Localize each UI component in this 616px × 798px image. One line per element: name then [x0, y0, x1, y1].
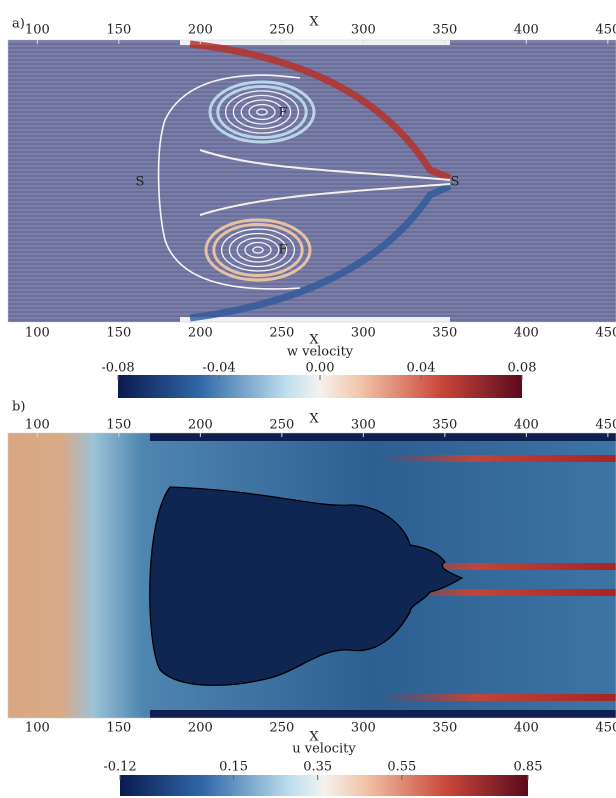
x-tick-label: 350 — [432, 326, 457, 341]
x-tick-label: 300 — [351, 418, 376, 433]
red-streak — [380, 694, 616, 701]
x-tick-label: 350 — [432, 721, 457, 736]
x-tick-label: 250 — [269, 721, 294, 736]
recirculation-zone — [149, 486, 464, 687]
x-tick-label: 100 — [25, 23, 50, 38]
x-axis-label: X — [309, 15, 319, 30]
x-tick-label: 200 — [188, 326, 213, 341]
annotation: F — [278, 106, 287, 121]
red-streak — [380, 563, 616, 570]
colorbar-tick-label: 0.08 — [508, 361, 537, 376]
x-tick-label: 150 — [106, 418, 131, 433]
x-tick-label: 400 — [514, 23, 539, 38]
field — [8, 433, 616, 718]
colorbar-tick-label: -0.04 — [202, 361, 235, 376]
edge-band — [180, 40, 450, 45]
shear-layer — [199, 149, 451, 216]
annotation: S — [136, 175, 145, 190]
vortex-ring — [240, 99, 284, 125]
blue-streak — [189, 182, 452, 322]
plot-frame — [7, 432, 616, 719]
colorbar-label: w velocity — [287, 345, 354, 360]
x-tick-label: 150 — [106, 23, 131, 38]
x-tick-label: 100 — [25, 418, 50, 433]
x-tick-label: 400 — [514, 326, 539, 341]
x-tick-label: 250 — [269, 418, 294, 433]
vortex-ring — [224, 90, 300, 134]
bubble — [157, 74, 301, 290]
x-tick-label: 200 — [188, 721, 213, 736]
x-tick-label: 350 — [432, 418, 457, 433]
x-tick-label: 450 — [595, 418, 616, 433]
colorbar-tick-label: 0.35 — [303, 760, 332, 775]
vortex-ring — [208, 80, 316, 144]
colorbar — [118, 375, 522, 398]
red-streak — [189, 40, 452, 182]
red-streak — [380, 455, 616, 462]
edge-band — [150, 433, 616, 441]
x-tick-label: 100 — [25, 326, 50, 341]
colorbar-tick-label: 0.85 — [514, 760, 543, 775]
vortex-ring — [256, 108, 268, 116]
x-axis-label: X — [309, 333, 319, 348]
colorbar-tick-label: 0.15 — [219, 760, 248, 775]
x-tick-label: 250 — [269, 326, 294, 341]
colorbar-tick-label: 0.55 — [387, 760, 416, 775]
x-axis-label: X — [309, 730, 319, 745]
x-tick-label: 300 — [351, 23, 376, 38]
x-tick-label: 200 — [188, 418, 213, 433]
x-tick-label: 250 — [269, 23, 294, 38]
x-tick-label: 400 — [514, 721, 539, 736]
vortex-ring — [252, 246, 264, 254]
panel-label: b) — [12, 400, 25, 415]
vortex-ring — [204, 218, 312, 282]
panel-label: a) — [12, 17, 25, 32]
edge-band — [150, 710, 616, 718]
vortex-ring — [248, 103, 276, 121]
x-tick-label: 150 — [106, 326, 131, 341]
vortex-ring — [220, 228, 296, 272]
vortex-ring — [244, 241, 272, 259]
edge-band — [180, 317, 450, 322]
vortex-ring — [216, 85, 308, 139]
colorbar — [120, 775, 528, 796]
vortex-ring — [212, 223, 304, 277]
vortex-ring — [232, 94, 292, 130]
colorbar-tick-label: -0.12 — [103, 760, 136, 775]
x-axis-label: X — [309, 412, 319, 427]
x-tick-label: 400 — [514, 418, 539, 433]
x-tick-label: 150 — [106, 721, 131, 736]
colorbar-label: u velocity — [292, 742, 356, 757]
x-tick-label: 350 — [432, 23, 457, 38]
x-tick-label: 300 — [351, 721, 376, 736]
x-tick-label: 100 — [25, 721, 50, 736]
x-tick-label: 300 — [351, 326, 376, 341]
red-streak — [380, 589, 616, 596]
annotation: S — [451, 175, 460, 190]
plot-frame — [7, 39, 616, 323]
x-tick-label: 450 — [595, 326, 616, 341]
x-tick-label: 200 — [188, 23, 213, 38]
vortex-ring — [228, 232, 288, 268]
vortex-ring — [236, 237, 280, 263]
field-background — [8, 40, 616, 322]
colorbar-tick-label: 0.04 — [407, 361, 436, 376]
x-tick-label: 450 — [595, 721, 616, 736]
field — [8, 40, 616, 322]
colorbar-tick-label: -0.08 — [101, 361, 134, 376]
x-tick-label: 450 — [595, 23, 616, 38]
annotation: F — [278, 243, 287, 258]
colorbar-tick-label: 0.00 — [306, 361, 335, 376]
